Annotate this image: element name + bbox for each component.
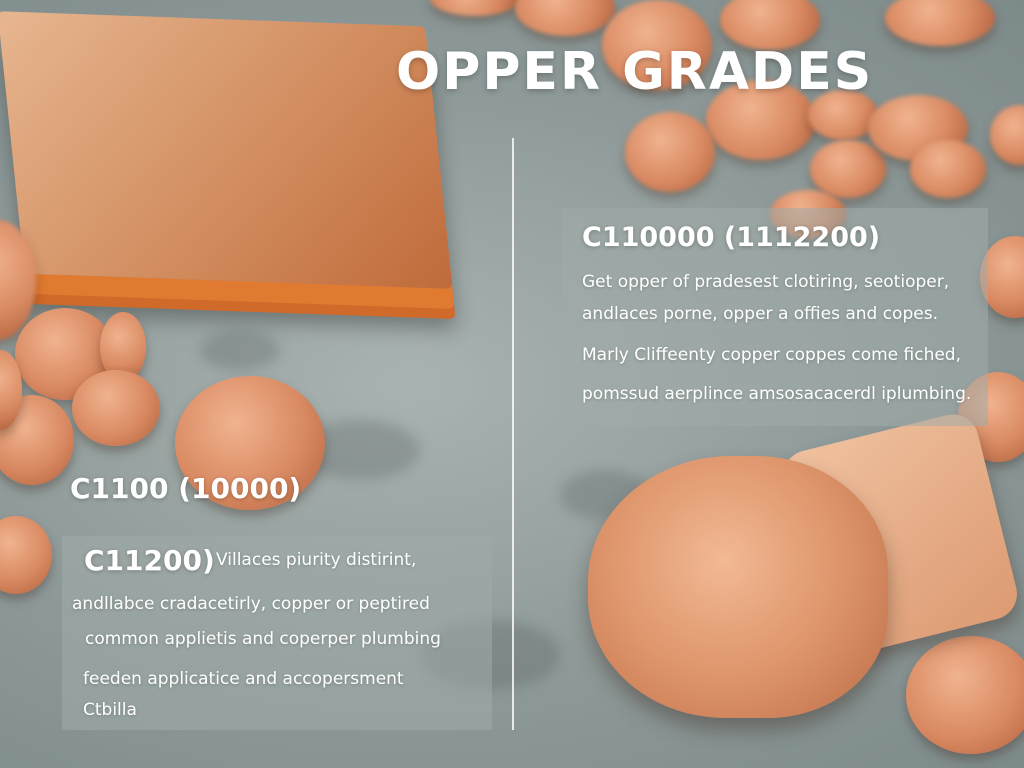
- divider-line: [512, 138, 514, 730]
- left-line: Villaces piurity distirint,: [216, 550, 417, 570]
- right-line: pomssud aerplince amsosacacerdl iplumbin…: [582, 384, 972, 404]
- right-info-panel: [562, 208, 988, 426]
- left-heading: C1100 (10000): [70, 472, 302, 505]
- left-line: andllabce cradacetirly, copper or peptir…: [72, 594, 430, 614]
- left-subheading: C11200): [84, 544, 215, 577]
- left-info-panel: [62, 536, 492, 730]
- left-line: Ctbilla: [83, 700, 137, 720]
- right-line: Marly Cliffeenty copper coppes come fich…: [582, 345, 961, 365]
- right-line: andlaces porne, opper a offies and copes…: [582, 304, 938, 324]
- left-line: feeden applicatice and accopersment: [83, 669, 404, 689]
- left-line: common applietis and coperper plumbing: [85, 629, 441, 649]
- copper-sheet-stack: [0, 11, 453, 289]
- right-heading: C110000 (1112200): [582, 222, 881, 253]
- large-copper-coin: [588, 456, 888, 718]
- page-title: OPPER GRADES: [396, 42, 874, 102]
- right-line: Get opper of pradesest clotiring, seotio…: [582, 272, 950, 292]
